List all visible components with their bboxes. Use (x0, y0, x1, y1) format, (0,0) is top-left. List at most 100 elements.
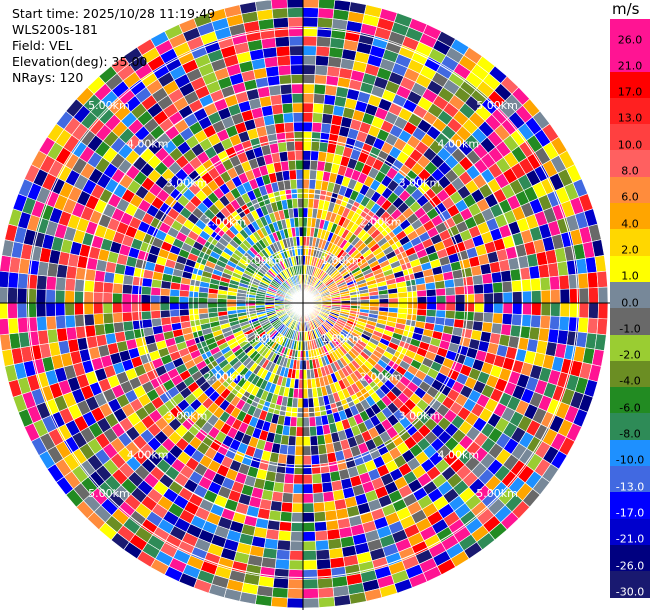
nrays-label: NRays: 120 (12, 70, 84, 85)
range-gate (323, 94, 337, 106)
range-gate (315, 45, 331, 57)
range-gate (272, 481, 285, 493)
range-gate (292, 102, 304, 113)
colorbar-tick-label: 8.0 (621, 164, 639, 178)
colorbar-tick-label: 10.0 (617, 138, 643, 152)
range-gate (509, 324, 522, 338)
range-gate (122, 274, 134, 286)
range-gate (112, 292, 123, 304)
range-gate (290, 531, 304, 542)
range-gate (463, 284, 475, 295)
range-gate (324, 84, 338, 97)
colorbar-segment (610, 492, 650, 519)
range-gate (511, 279, 523, 293)
colorbar-tick-label: -1.0 (619, 322, 641, 336)
range-gate (521, 302, 533, 316)
range-gate (416, 296, 428, 304)
range-gate (287, 588, 304, 599)
range-gate (306, 378, 313, 390)
range-gate (397, 291, 409, 299)
range-gate (302, 0, 320, 9)
colorbar-tick-label: 21.0 (617, 59, 643, 73)
range-gate (268, 142, 280, 155)
field-label: Field: VEL (12, 38, 73, 53)
range-gate (131, 311, 143, 322)
range-gate (435, 302, 447, 311)
range-gate (309, 435, 319, 447)
colorbar-tick-label: 13.0 (617, 111, 643, 125)
range-gate (312, 482, 324, 494)
range-gate (359, 299, 371, 304)
colorbar-segment (610, 176, 650, 204)
range-gate (587, 271, 599, 289)
colorbar-segment (610, 281, 650, 309)
range-gate (596, 318, 608, 336)
range-gate (291, 512, 304, 523)
range-gate (35, 288, 47, 304)
range-gate (298, 216, 304, 228)
range-gate (597, 302, 609, 320)
range-gate (426, 295, 437, 304)
range-gate (178, 308, 190, 317)
range-gate (317, 7, 335, 19)
range-gate (83, 302, 94, 315)
range-gate (302, 473, 313, 485)
range-gate (282, 482, 294, 494)
colorbar-segment (610, 413, 650, 440)
range-gate (271, 587, 289, 599)
range-gate (142, 326, 155, 338)
colorbar-segment (610, 466, 650, 493)
range-gate (296, 416, 304, 428)
colorbar-tick-label: 17.0 (617, 85, 643, 99)
range-gate (284, 463, 295, 475)
range-gate (84, 268, 97, 282)
range-gate (483, 302, 494, 314)
range-gate (159, 309, 171, 319)
range-gate (315, 55, 330, 67)
range-ring-label: 2.00km (205, 215, 247, 228)
range-gate (102, 281, 114, 294)
range-gate (270, 0, 288, 10)
range-gate (295, 426, 304, 437)
range-gate (317, 17, 334, 29)
range-ring-label: 5.00km (476, 99, 518, 112)
range-gate (103, 322, 116, 335)
range-gate (285, 454, 296, 466)
range-gate (302, 73, 316, 85)
range-gate (93, 280, 105, 293)
colorbar-segment (610, 203, 650, 230)
range-gate (302, 197, 309, 209)
range-gate (169, 288, 181, 297)
range-gate (73, 302, 85, 316)
range-gate (294, 445, 304, 456)
range-gate (501, 280, 513, 293)
range-gate (289, 54, 304, 66)
range-gate (549, 275, 561, 291)
range-gate (150, 310, 162, 320)
colorbar-tick-label: -6.0 (619, 401, 641, 415)
range-gate (275, 45, 291, 57)
range-gate (473, 283, 485, 295)
range-gate (297, 197, 304, 209)
range-gate (481, 272, 493, 285)
range-gate (311, 121, 323, 133)
range-gate (294, 150, 304, 161)
range-gate (319, 462, 331, 474)
range-ring-label: 3.00km (166, 177, 208, 190)
range-gate (323, 500, 337, 512)
range-gate (434, 280, 446, 290)
range-gate (302, 435, 311, 447)
colorbar-segment (610, 45, 650, 72)
range-gate (311, 473, 323, 485)
start-time-label: Start time: 2025/10/28 11:19:49 (12, 6, 216, 21)
range-gate (293, 464, 304, 475)
range-gate (302, 92, 315, 104)
range-gate (483, 292, 494, 304)
range-gate (521, 290, 533, 304)
colorbar-segment (610, 308, 650, 335)
range-gate (444, 286, 456, 296)
range-gate (333, 594, 352, 607)
range-gate (369, 298, 380, 304)
range-gate (254, 0, 273, 12)
range-gate (17, 317, 29, 334)
